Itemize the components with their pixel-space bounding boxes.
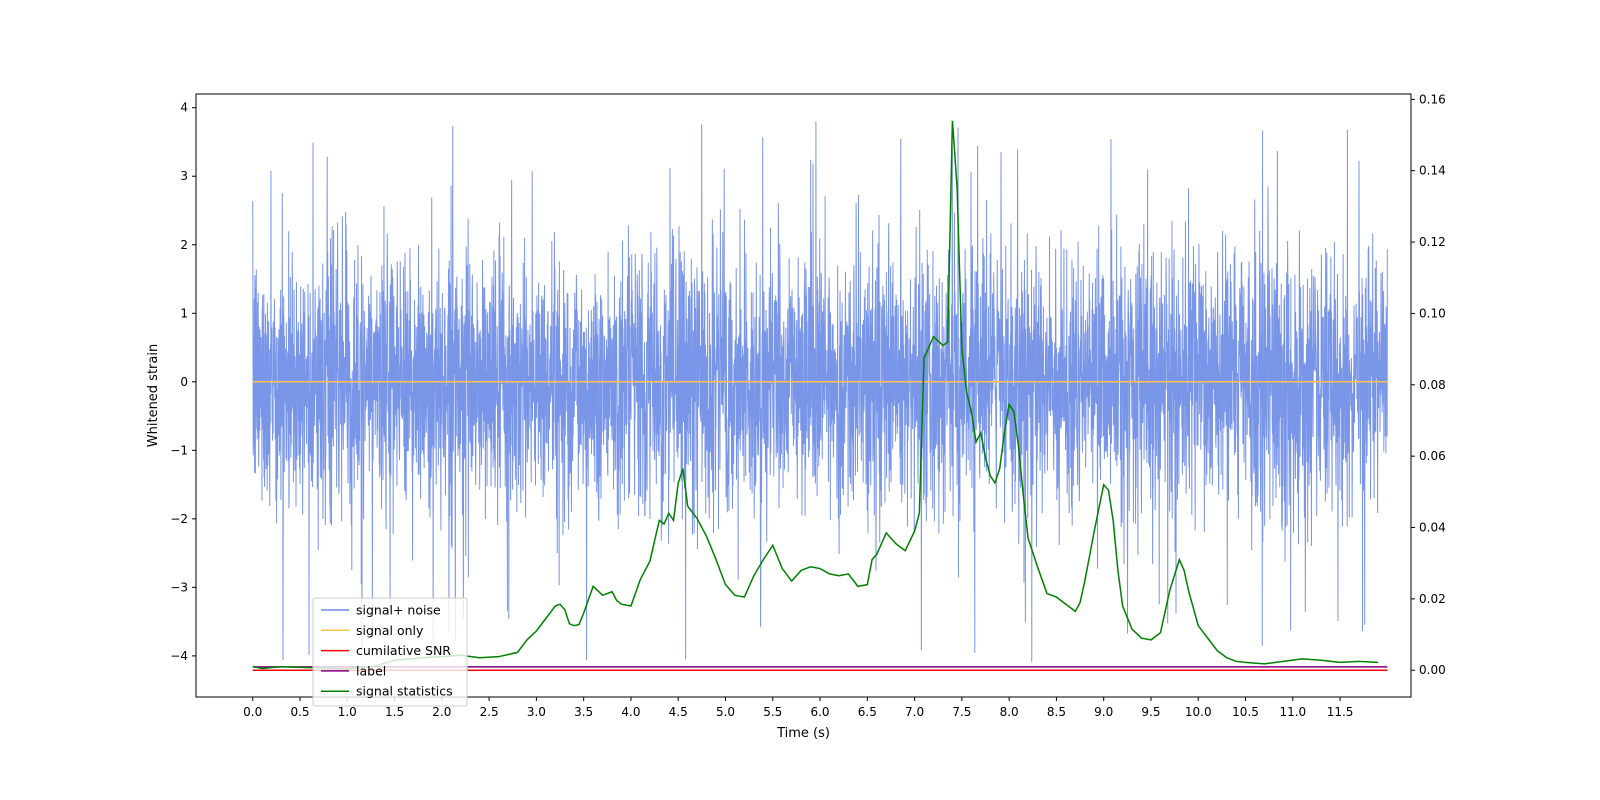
y-axis-right: 0.00 0.02 0.04 0.06 0.08 0.10 0.12 0.14 0.16 bbox=[1411, 92, 1446, 677]
x-tick-label: 6.5 bbox=[858, 705, 877, 719]
x-tick-label: 0.5 bbox=[290, 705, 309, 719]
x-tick-label: 6.0 bbox=[810, 705, 829, 719]
legend-label: signal statistics bbox=[356, 684, 453, 699]
y-tick-label: 4 bbox=[180, 101, 188, 115]
series-line-0 bbox=[252, 121, 1388, 663]
y2-tick-label: 0.04 bbox=[1419, 521, 1446, 535]
x-tick-label: 5.0 bbox=[716, 705, 735, 719]
y-tick-label: 1 bbox=[180, 306, 188, 320]
x-tick-label: 10.0 bbox=[1185, 705, 1212, 719]
y-tick-label: −2 bbox=[170, 512, 188, 526]
x-tick-label: 5.5 bbox=[763, 705, 782, 719]
x-tick-label: 7.5 bbox=[952, 705, 971, 719]
x-tick-label: 0.0 bbox=[243, 705, 262, 719]
x-tick-label: 10.5 bbox=[1232, 705, 1259, 719]
x-axis: 0.0 0.5 1.0 1.5 2.0 2.5 3.0 3.5 4.0 4.5 5.0 5.5 6.0 6… bbox=[243, 697, 1353, 719]
x-tick-label: 11.0 bbox=[1279, 705, 1306, 719]
x-tick-label: 2.5 bbox=[480, 705, 499, 719]
y-tick-label: 2 bbox=[180, 238, 188, 252]
y-tick-label: −4 bbox=[170, 649, 188, 663]
x-tick-label: 4.5 bbox=[669, 705, 688, 719]
y-axis-left: −4 −3 −2 −1 0 1 2 3 4 bbox=[170, 101, 196, 663]
x-tick-label: 8.0 bbox=[1000, 705, 1019, 719]
x-tick-label: 2.0 bbox=[432, 705, 451, 719]
y2-tick-label: 0.08 bbox=[1419, 378, 1446, 392]
series-line-4 bbox=[252, 120, 1378, 670]
y-tick-label: 0 bbox=[180, 375, 188, 389]
x-tick-label: 1.0 bbox=[338, 705, 357, 719]
y2-tick-label: 0.02 bbox=[1419, 592, 1446, 606]
legend-label: cumilative SNR bbox=[356, 643, 451, 658]
legend: signal+ noise signal only cumilative SNR la… bbox=[312, 597, 468, 707]
axes-frame bbox=[195, 93, 1412, 698]
x-tick-label: 3.5 bbox=[574, 705, 593, 719]
x-tick-label: 7.0 bbox=[905, 705, 924, 719]
y-tick-label: −3 bbox=[170, 580, 188, 594]
y-axis-label: Whitened strain bbox=[146, 344, 161, 447]
y2-tick-label: 0.10 bbox=[1419, 306, 1446, 320]
y2-tick-label: 0.16 bbox=[1419, 92, 1446, 106]
legend-label: signal+ noise bbox=[356, 603, 441, 618]
x-tick-label: 9.0 bbox=[1094, 705, 1113, 719]
x-tick-label: 4.0 bbox=[621, 705, 640, 719]
y2-tick-label: 0.14 bbox=[1419, 164, 1446, 178]
x-axis-label: Time (s) bbox=[776, 726, 830, 741]
legend-box bbox=[312, 597, 468, 707]
x-tick-label: 3.0 bbox=[527, 705, 546, 719]
x-tick-label: 8.5 bbox=[1047, 705, 1066, 719]
legend-label: label bbox=[356, 663, 386, 678]
y2-tick-label: 0.00 bbox=[1419, 663, 1446, 677]
x-tick-label: 1.5 bbox=[385, 705, 404, 719]
legend-label: signal only bbox=[356, 623, 424, 638]
y-tick-label: −1 bbox=[170, 443, 188, 457]
x-tick-label: 11.5 bbox=[1327, 705, 1354, 719]
y2-tick-label: 0.06 bbox=[1419, 449, 1446, 463]
y2-tick-label: 0.12 bbox=[1419, 235, 1446, 249]
x-tick-label: 9.5 bbox=[1141, 705, 1160, 719]
y-tick-label: 3 bbox=[180, 169, 188, 183]
